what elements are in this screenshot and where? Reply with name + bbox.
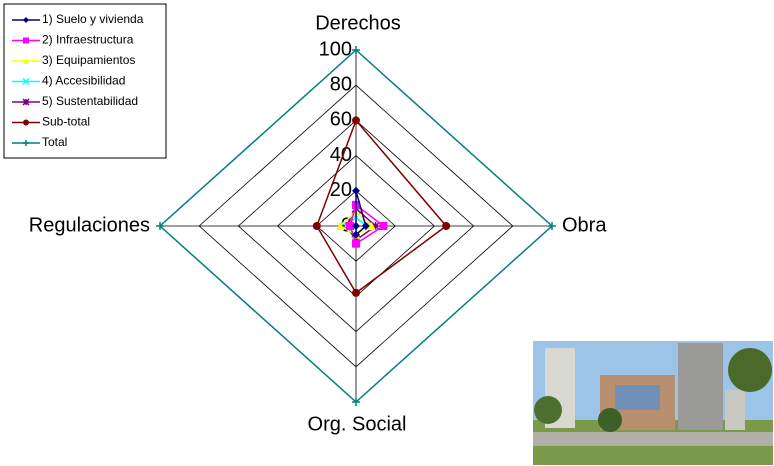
- r-tick-label: 60: [330, 109, 352, 131]
- marker: [352, 116, 360, 125]
- marker: [23, 58, 29, 64]
- marker: [23, 119, 29, 126]
- legend-label: Sub-total: [42, 115, 90, 129]
- marker: [442, 222, 451, 230]
- legend-label: 2) Infraestructura: [42, 33, 134, 47]
- marker: [352, 222, 360, 230]
- marker: [312, 222, 321, 230]
- marker: [548, 222, 556, 230]
- axis-label: Derechos: [315, 12, 401, 34]
- marker: [352, 239, 360, 248]
- legend-label: 5) Sustentabilidad: [42, 94, 138, 108]
- marker: [156, 222, 164, 230]
- marker: [23, 140, 29, 146]
- marker: [336, 222, 345, 230]
- marker: [23, 37, 29, 44]
- marker: [352, 46, 360, 54]
- r-tick-label: 40: [330, 144, 352, 166]
- legend-label: Total: [42, 135, 67, 149]
- axis-label: Org. Social: [308, 413, 407, 435]
- r-tick-label: 100: [319, 38, 352, 60]
- marker: [352, 288, 360, 297]
- marker: [361, 222, 370, 230]
- photo: [533, 341, 773, 465]
- marker: [346, 222, 355, 230]
- legend-label: 1) Suelo y vivienda: [42, 12, 144, 26]
- marker: [352, 398, 360, 406]
- axis-label: Regulaciones: [29, 214, 150, 236]
- axis-label: Obra: [562, 214, 607, 236]
- marker: [23, 17, 29, 23]
- r-tick-label: 20: [330, 179, 352, 201]
- marker: [352, 230, 360, 239]
- marker: [352, 186, 360, 195]
- marker: [22, 98, 30, 106]
- marker: [371, 221, 381, 231]
- legend-label: 3) Equipamientos: [42, 53, 135, 67]
- legend-label: 4) Accesibilidad: [42, 74, 125, 88]
- marker: [367, 222, 376, 230]
- r-tick-label: 80: [330, 73, 352, 95]
- marker: [379, 222, 388, 230]
- marker: [22, 77, 30, 86]
